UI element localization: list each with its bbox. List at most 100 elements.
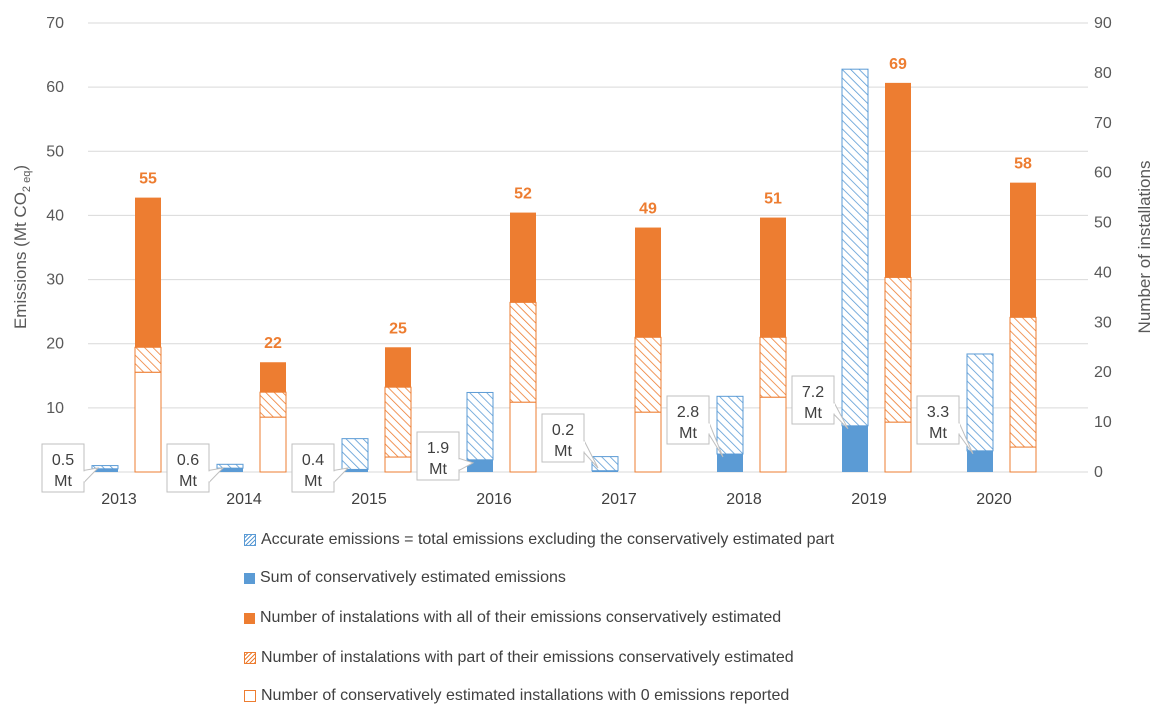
callout-joint [208,471,210,482]
x-tick-label: 2019 [851,491,887,508]
callout-joint [333,471,335,482]
bar-all-conservative-installations [885,82,911,278]
bar-conservative-emissions [342,469,368,472]
y-left-tick-label: 30 [46,272,64,289]
legend-item-zero-emissions: Number of conservatively estimated insta… [244,686,789,706]
y-left-tick-label: 10 [46,400,64,417]
installation-total-label: 51 [764,191,782,208]
bar-all-conservative-installations [510,212,536,303]
bar-part-conservative-installations [1009,316,1037,448]
bar-accurate-emissions [591,456,619,472]
bar-all-conservative-installations [135,197,161,348]
callout-box [916,395,960,445]
callout-pointer [583,440,599,469]
bar-accurate-emissions [716,395,744,455]
legend-swatch-blue-solid [244,572,255,584]
installation-total-label: 69 [889,56,907,73]
bar-part-conservative-installations [384,386,412,458]
bar-accurate-emissions [341,438,369,470]
callout-box [791,375,835,425]
bar-conservative-emissions [842,425,868,472]
installation-total-label: 49 [639,201,657,218]
callout-unit: Mt [54,473,72,490]
bar-all-conservative-installations [635,227,661,338]
bar-all-conservative-installations [260,362,286,393]
installation-total-label: 58 [1014,156,1032,173]
bar-conservative-emissions [967,450,993,472]
callout-value: 0.5 [52,452,74,469]
bar-zero-emission-installations [759,396,787,473]
x-tick-label: 2017 [601,491,637,508]
legend-item-all-conservative: Number of instalations with all of their… [244,608,781,628]
callout-box [541,413,585,463]
y-right-tick-label: 70 [1094,115,1112,132]
bar-all-conservative-installations [760,217,786,338]
y-right-tick-label: 90 [1094,15,1112,32]
bar-part-conservative-installations [884,276,912,423]
x-tick-label: 2018 [726,491,762,508]
bar-accurate-emissions [841,68,869,427]
bar-zero-emission-installations [634,411,662,473]
y-left-tick-label: 50 [46,143,64,160]
callout-unit: Mt [429,461,447,478]
bar-zero-emission-installations [509,401,537,473]
installation-total-label: 52 [514,186,532,203]
legend-label: Sum of conservatively estimated emission… [260,569,566,586]
bar-conservative-emissions [217,468,243,472]
legend-item-accurate-emissions: Accurate emissions = total emissions exc… [244,530,834,550]
x-tick-label: 2020 [976,491,1012,508]
callout-pointer [208,467,225,484]
bar-accurate-emissions [466,391,494,461]
callout-box [41,443,85,493]
bar-part-conservative-installations [259,391,287,418]
y-left-axis-title: Emissions (Mt CO2 eq) [11,165,33,329]
y-right-tick-label: 80 [1094,65,1112,82]
bar-part-conservative-installations [634,336,662,413]
legend-swatch-blue-hatched [244,534,256,546]
legend-swatch-orange-solid [244,612,255,624]
bar-conservative-emissions [592,470,618,472]
callout-value: 3.3 [927,404,949,421]
callout-unit: Mt [679,425,697,442]
y-right-tick-label: 60 [1094,165,1112,182]
callout-unit: Mt [554,443,572,460]
legend-swatch-orange-hatched [244,652,256,664]
y-right-axis-title: Number of installations [1135,161,1154,334]
y-left-tick-label: 20 [46,336,64,353]
bar-part-conservative-installations [509,301,537,403]
callout-joint [958,423,960,434]
callout-box [416,431,460,481]
bar-accurate-emissions [91,465,119,470]
callout-value: 1.9 [427,440,449,457]
y-right-tick-label: 50 [1094,215,1112,232]
bar-zero-emission-installations [384,456,412,473]
bar-conservative-emissions [717,454,743,472]
callout-value: 0.6 [177,452,199,469]
installation-total-label: 25 [389,320,407,337]
callout-box [291,443,335,493]
x-tick-label: 2014 [226,491,262,508]
legend-swatch-orange-outline [244,690,256,702]
bar-part-conservative-installations [759,336,787,398]
x-tick-label: 2013 [101,491,137,508]
x-tick-label: 2015 [351,491,387,508]
bar-all-conservative-installations [1010,182,1036,318]
y-right-tick-label: 20 [1094,364,1112,381]
callout-box [666,395,710,445]
callout-unit: Mt [929,425,947,442]
installation-total-label: 55 [139,171,157,188]
legend-label: Number of instalations with all of their… [260,609,782,626]
y-right-tick-label: 10 [1094,414,1112,431]
callout-pointer [333,467,350,484]
legend-label: Number of instalations with part of thei… [261,649,794,666]
y-left-tick-label: 60 [46,79,64,96]
callout-pointer [83,467,100,484]
x-tick-label: 2016 [476,491,512,508]
callout-unit: Mt [179,473,197,490]
callout-unit: Mt [304,473,322,490]
legend-item-part-conservative: Number of instalations with part of thei… [244,648,794,668]
callout-joint [708,423,710,434]
bar-zero-emission-installations [1009,446,1037,473]
callout-joint [833,403,835,414]
legend-label: Number of conservatively estimated insta… [261,687,790,704]
